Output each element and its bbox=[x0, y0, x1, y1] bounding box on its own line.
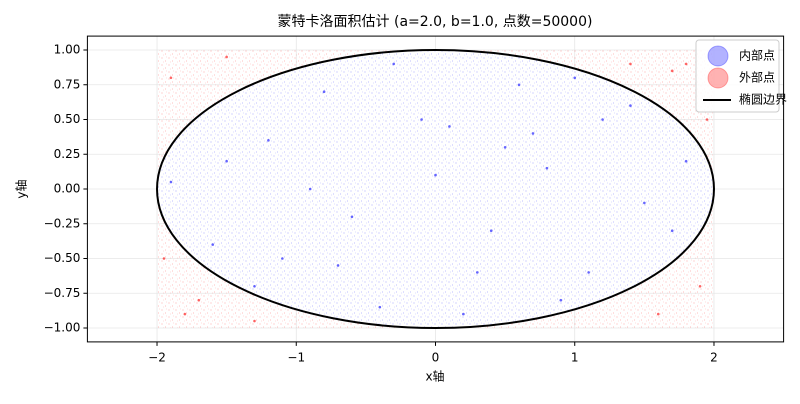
point bbox=[643, 201, 646, 205]
point bbox=[684, 62, 688, 66]
point bbox=[197, 298, 201, 302]
legend-frame bbox=[695, 39, 780, 113]
point bbox=[629, 62, 632, 66]
chart-title: 蒙特卡洛面积估计 (a=2.0, b=1.0, 点数=50000) bbox=[278, 14, 593, 30]
point bbox=[420, 118, 423, 121]
point bbox=[169, 180, 173, 184]
inside-region bbox=[157, 50, 714, 328]
point bbox=[489, 229, 493, 232]
legend-label: 内部点 bbox=[739, 48, 775, 63]
point bbox=[308, 187, 312, 191]
y-tick-label: 0.00 bbox=[54, 182, 81, 196]
point bbox=[559, 298, 563, 302]
y-tick-label: −0.75 bbox=[44, 286, 81, 300]
ellipse-boundary bbox=[156, 49, 715, 329]
point bbox=[267, 139, 270, 142]
point bbox=[281, 257, 284, 260]
y-tick-label: −0.25 bbox=[44, 216, 81, 230]
point bbox=[211, 243, 215, 246]
point bbox=[698, 285, 702, 288]
axes: −2 −1 0 1 2 −1.00 −0.75 −0.50 −0.25 0.00 0.25 0.50 0… bbox=[44, 35, 785, 364]
point bbox=[434, 173, 437, 177]
legend-label: 外部点 bbox=[739, 70, 775, 85]
legend-marker bbox=[707, 67, 729, 89]
point bbox=[183, 312, 187, 316]
point bbox=[705, 118, 709, 121]
legend-marker bbox=[707, 45, 729, 67]
point bbox=[517, 83, 521, 87]
x-tick-label: 1 bbox=[571, 350, 579, 364]
point bbox=[475, 271, 479, 274]
point bbox=[225, 159, 228, 163]
point bbox=[350, 215, 354, 219]
point bbox=[169, 76, 173, 80]
y-tick-label: 0.50 bbox=[54, 112, 81, 126]
point bbox=[253, 285, 256, 288]
x-axis-label: x轴 bbox=[425, 369, 444, 384]
point bbox=[573, 76, 577, 80]
x-tick-label: −1 bbox=[287, 350, 305, 364]
y-tick-label: −1.00 bbox=[44, 321, 81, 335]
point bbox=[462, 312, 465, 316]
x-tick-label: 2 bbox=[710, 350, 718, 364]
point bbox=[629, 104, 632, 107]
point bbox=[253, 319, 256, 323]
point bbox=[587, 271, 590, 274]
x-tick-label: −2 bbox=[148, 350, 166, 364]
point bbox=[670, 229, 674, 232]
point bbox=[336, 264, 340, 267]
point bbox=[601, 118, 604, 121]
y-tick-label: 0.25 bbox=[54, 147, 81, 161]
y-axis-label: y轴 bbox=[14, 179, 29, 198]
point bbox=[448, 125, 451, 128]
point bbox=[545, 166, 549, 170]
point bbox=[162, 257, 166, 260]
y-tick-label: 1.00 bbox=[54, 43, 81, 57]
point bbox=[392, 62, 396, 66]
y-tick-label: 0.75 bbox=[54, 77, 81, 91]
plot bbox=[156, 49, 715, 329]
point bbox=[503, 146, 507, 149]
point bbox=[378, 305, 382, 309]
point bbox=[225, 55, 228, 59]
y-tick-label: −0.50 bbox=[44, 251, 81, 265]
plot-frame bbox=[86, 35, 785, 343]
point bbox=[670, 69, 674, 73]
point bbox=[531, 132, 535, 135]
point bbox=[656, 312, 660, 316]
legend-label: 椭圆边界 bbox=[739, 92, 787, 107]
point bbox=[684, 159, 688, 163]
x-tick-label: 0 bbox=[432, 350, 440, 364]
point bbox=[322, 90, 326, 93]
